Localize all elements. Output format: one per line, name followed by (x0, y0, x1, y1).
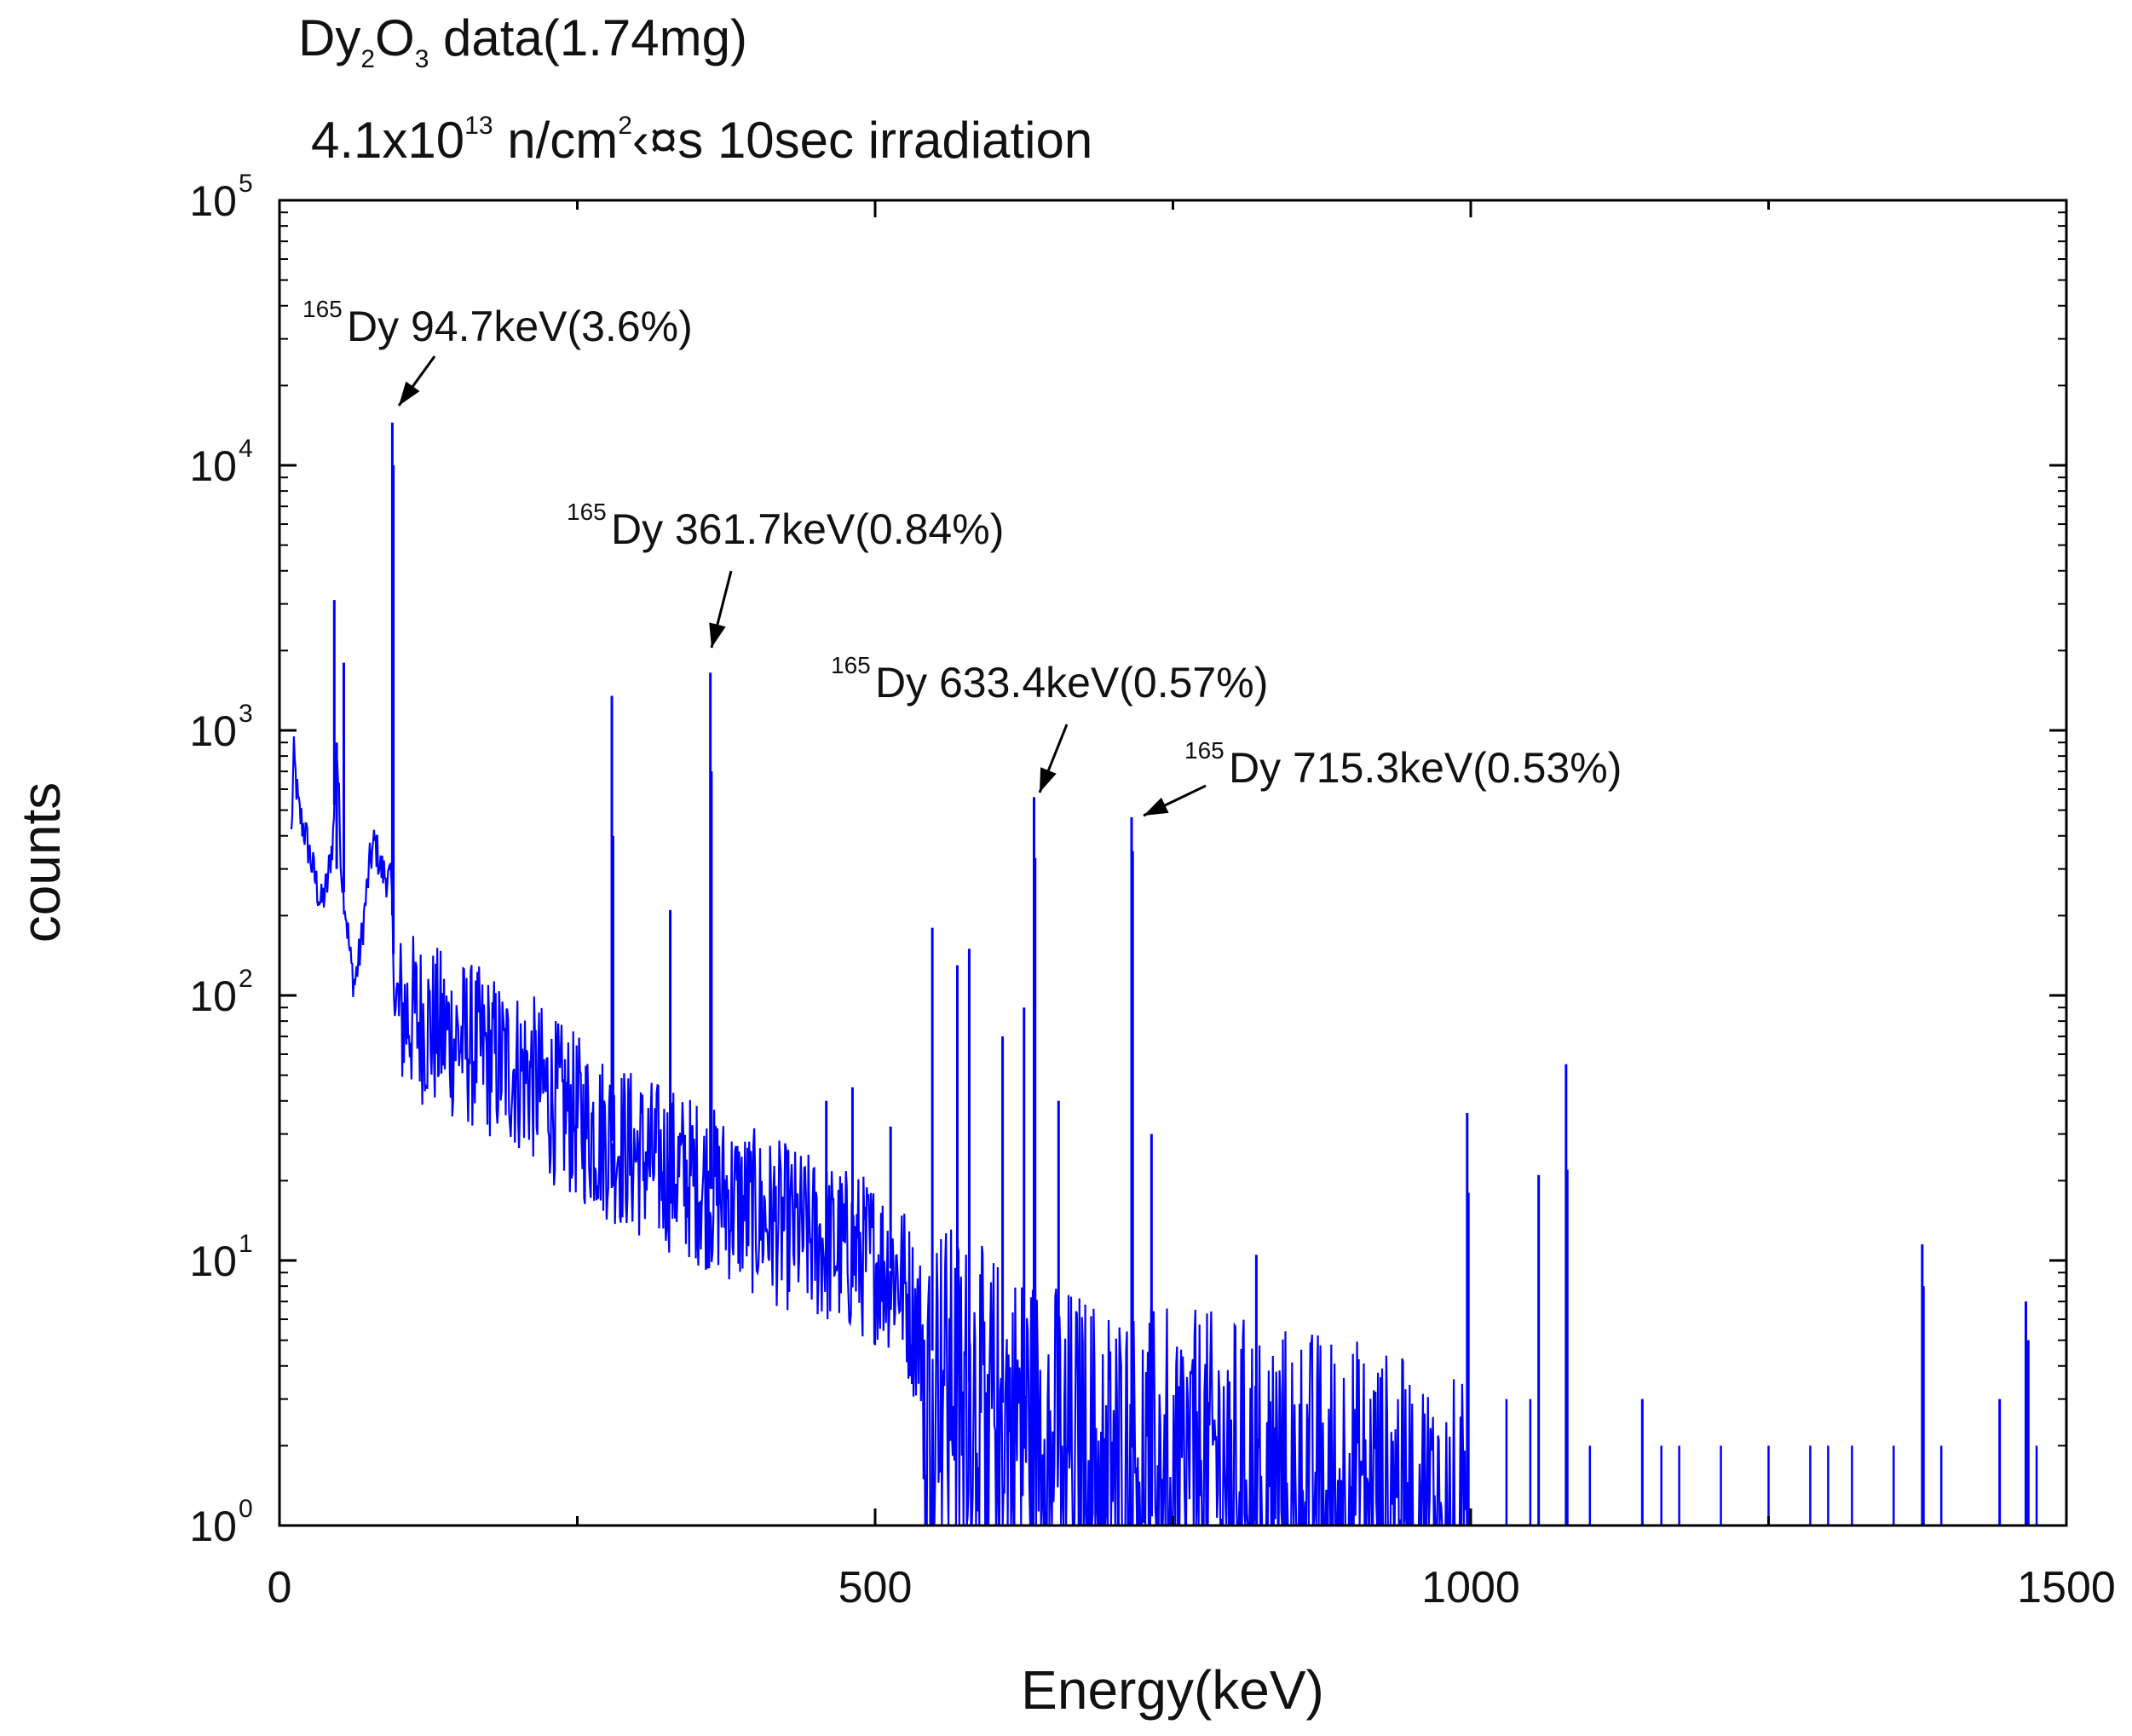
y-tick-exponent: 1 (239, 1230, 253, 1258)
annotation-label: Dy 715.3keV(0.53%) (1229, 744, 1622, 792)
title-formula-o: O (375, 9, 415, 66)
y-axis-label: counts (10, 782, 72, 943)
x-tick-label: 1500 (2017, 1563, 2116, 1612)
title-formula-dy: Dy (298, 9, 361, 66)
y-tick-label: 10 (189, 442, 237, 490)
annotation-mass-number: 165 (831, 652, 871, 678)
chart-title-line-2: 4.1x1013 n/cm2‹¤s 10sec irradiation (311, 113, 1092, 166)
annotation-label: Dy 94.7keV(3.6%) (347, 303, 693, 350)
x-tick-label: 0 (268, 1563, 292, 1612)
title-formula-sub-2: 2 (360, 45, 376, 73)
annotation-layer: 165 Dy 94.7keV(3.6%)165 Dy 361.7keV(0.84%)… (303, 296, 1622, 817)
y-tick-exponent: 0 (239, 1495, 253, 1523)
title-irradiation: ‹¤s 10sec irradiation (631, 112, 1093, 169)
spectrum-continuum (290, 736, 1471, 1527)
annotation-arrow-head (1144, 797, 1169, 816)
annotation-arrow-head (399, 381, 420, 406)
annotation-arrow-head (709, 622, 726, 648)
title-sample-mass: data(1.74mg) (429, 9, 747, 66)
spectrum-layer (290, 422, 2038, 1527)
annotation-label: Dy 633.4keV(0.57%) (875, 659, 1268, 707)
y-tick-label: 10 (189, 177, 237, 225)
y-tick-label: 10 (189, 1502, 237, 1550)
annotation-mass-number: 165 (567, 499, 607, 525)
title-flux-exponent: 13 (464, 112, 493, 140)
y-tick-exponent: 2 (239, 965, 253, 993)
title-flux-unit-exponent: 2 (618, 112, 632, 140)
title-flux-mantissa: 4.1x10 (311, 112, 465, 169)
plot-frame (278, 199, 2068, 1527)
annotation-mass-number: 165 (1184, 737, 1224, 764)
title-formula-sub-3: 3 (414, 45, 429, 73)
annotation-mass-number: 165 (303, 296, 343, 322)
chart-title-line-1: Dy2O3 data(1.74mg) (298, 13, 747, 72)
x-axis-label: Energy(keV) (1021, 1659, 1324, 1721)
y-tick-label: 10 (189, 1237, 237, 1285)
y-tick-exponent: 3 (239, 700, 253, 728)
x-tick-label: 500 (838, 1563, 913, 1612)
x-tick-label: 1000 (1421, 1563, 1520, 1612)
annotation-arrow-head (1040, 767, 1057, 793)
y-tick-exponent: 4 (239, 435, 253, 463)
title-flux-unit: n/cm (493, 112, 619, 169)
y-tick-exponent: 5 (239, 170, 253, 198)
y-tick-label: 10 (189, 972, 237, 1020)
annotation-label: Dy 361.7keV(0.84%) (611, 505, 1004, 553)
y-tick-label: 10 (189, 707, 237, 755)
